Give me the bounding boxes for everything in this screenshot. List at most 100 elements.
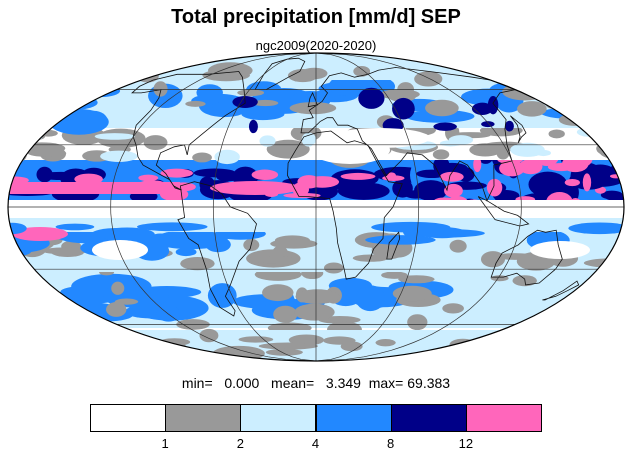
precip-cell: [30, 286, 51, 297]
precip-cell: [160, 168, 193, 178]
precip-cell: [582, 173, 592, 192]
indonesia-outline: [477, 196, 530, 227]
precip-cell: [55, 223, 95, 231]
precip-cell: [381, 271, 408, 279]
precip-cell: [210, 181, 300, 195]
precip-cell: [295, 289, 340, 304]
precip-cell: [519, 158, 543, 175]
precip-cell: [74, 83, 102, 100]
precip-cell: [543, 346, 578, 361]
precip-cell: [8, 249, 18, 256]
precip-cell: [180, 256, 215, 271]
precip-cell: [103, 54, 153, 69]
precip-cell: [258, 342, 318, 350]
japan-outline: [510, 115, 527, 143]
page-subtitle: ngc2009(2020-2020): [255, 38, 377, 53]
precip-cell: [340, 172, 376, 180]
precip-cell: [541, 107, 606, 119]
meridian-line: [110, 53, 317, 361]
precip-cell: [425, 99, 459, 117]
precip-cell: [442, 303, 464, 314]
precip-cell: [51, 346, 109, 353]
precip-cell: [379, 89, 420, 100]
colorbar-swatch: [240, 404, 317, 432]
precip-cell: [193, 168, 236, 178]
precip-cell: [12, 227, 68, 241]
precip-cell: [147, 233, 174, 250]
graticule: [8, 53, 624, 361]
meridian-line: [212, 53, 317, 361]
precip-cell: [10, 182, 180, 194]
precip-cell: [136, 222, 208, 232]
colorbar-tick-label: 12: [458, 436, 474, 451]
precip-cell: [153, 81, 168, 97]
precip-cell: [39, 88, 69, 109]
precip-cell: [486, 178, 503, 197]
precip-cell: [185, 100, 206, 107]
precip-cell: [192, 152, 212, 163]
precip-cell: [481, 121, 495, 128]
south-america-outline: [177, 181, 257, 317]
precip-cell: [265, 348, 303, 356]
precip-cell: [607, 94, 622, 102]
precip-cell: [480, 251, 506, 268]
precip-cell: [247, 255, 295, 264]
precip-cell: [106, 302, 127, 317]
precip-cell: [48, 109, 109, 135]
north-america-outline: [131, 71, 246, 191]
precip-cell: [449, 239, 467, 253]
precip-cell: [535, 149, 551, 157]
precip-cell: [551, 300, 621, 321]
map-layer: [8, 53, 624, 361]
precip-cell: [99, 227, 155, 242]
precip-cell: [502, 82, 548, 101]
precip-cell: [207, 62, 253, 79]
precip-cell: [21, 78, 63, 96]
precip-cell: [605, 194, 624, 202]
precip-cell: [607, 80, 624, 93]
max-value: 69.383: [407, 375, 451, 391]
precip-cell: [111, 281, 125, 295]
precip-cell: [578, 285, 624, 304]
min-label: min=: [181, 375, 213, 391]
precip-cell: [570, 97, 624, 109]
precip-cell: [74, 173, 103, 185]
precip-cell: [564, 178, 580, 187]
precip-cell: [595, 103, 624, 119]
mean-label: mean=: [271, 375, 315, 391]
precip-cell: [499, 160, 525, 177]
precip-cell: [407, 314, 428, 331]
precip-cell: [528, 171, 568, 198]
precip-cell: [8, 125, 23, 141]
precip-cell: [92, 240, 148, 260]
precip-cell: [417, 227, 467, 239]
precip-cell: [143, 135, 168, 151]
precip-cell: [497, 339, 518, 348]
precip-cell: [501, 344, 543, 356]
precip-cell: [42, 247, 89, 255]
colorbar-swatch: [465, 404, 542, 432]
precip-cell: [8, 272, 35, 287]
precip-cell: [355, 285, 385, 312]
precip-cell: [27, 149, 67, 157]
precip-cell: [32, 58, 83, 65]
precip-cell: [138, 174, 159, 182]
precip-cell: [544, 94, 561, 109]
precip-cell: [287, 69, 318, 83]
stats-line: min= 0.000 mean= 3.349 max= 69.383: [0, 375, 632, 391]
precip-cell: [238, 336, 274, 343]
precip-cell: [591, 342, 624, 352]
precip-cell: [548, 54, 576, 67]
precip-cell: [41, 319, 57, 327]
meridian-line: [315, 53, 420, 361]
precip-cell: [252, 99, 279, 107]
precip-cell: [606, 146, 619, 163]
precip-cell: [439, 171, 464, 182]
precip-cell: [8, 134, 43, 141]
precip-cell: [532, 66, 573, 74]
precip-cell: [8, 146, 27, 164]
precip-cell: [330, 128, 430, 148]
precip-cell: [398, 275, 435, 284]
precip-cell: [594, 130, 624, 139]
